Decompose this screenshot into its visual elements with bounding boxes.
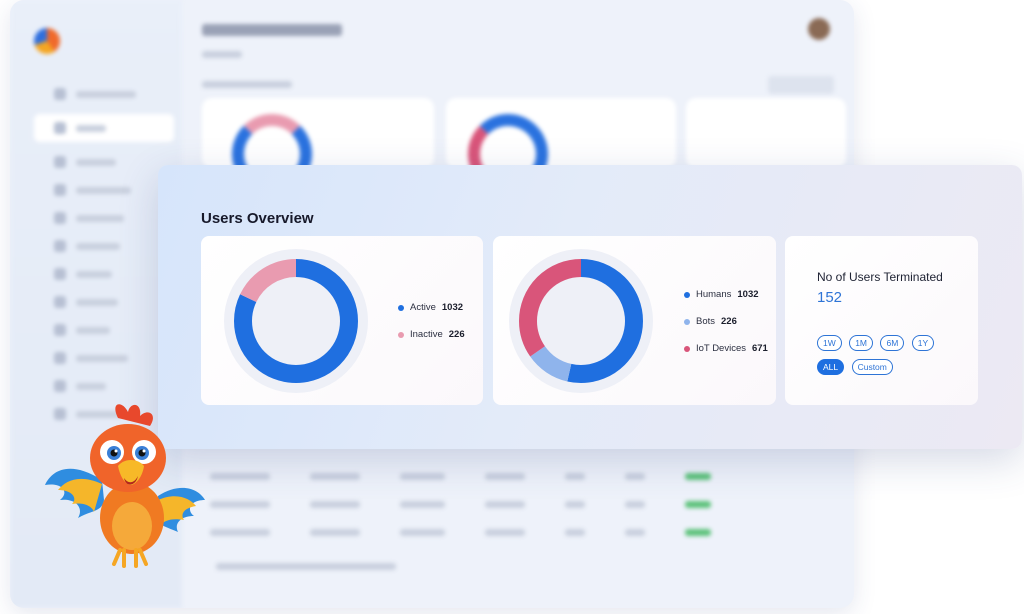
bg-nav-item [34,80,174,108]
legend-dot [398,304,404,311]
panel-title: Users Overview [201,210,314,227]
legend-value: 1032 [441,302,464,313]
bg-nav-item [34,316,174,344]
bg-nav-item [34,344,174,372]
legend-label: Humans [696,289,732,300]
legend-dot [398,331,404,338]
bg-nav-item [34,232,174,260]
filter-1w-button[interactable]: 1W [817,335,842,351]
legend-value: 226 [448,329,465,340]
legend-item-active: Active 1032 [398,301,465,314]
legend-label: Bots [696,316,716,327]
legend-item-humans: Humans 1032 [684,288,768,301]
bg-card [446,98,676,194]
bg-nav-item-active [34,114,174,142]
user-status-legend: Active 1032 Inactive 226 [398,301,465,355]
legend-label: IoT Devices [696,343,746,354]
bg-card [686,98,846,168]
bg-card [202,98,434,194]
avatar-icon [808,18,830,40]
bg-breadcrumb [202,50,242,60]
mascot-parrot-icon [45,404,205,568]
filter-6m-button[interactable]: 6M [880,335,905,351]
background-nav [34,80,174,428]
bg-footer [216,563,396,572]
user-status-card: Active 1032 Inactive 226 [201,236,483,405]
bg-page-title [202,20,342,41]
legend-value: 226 [721,316,737,327]
user-status-donut [224,249,368,393]
legend-dot [684,318,690,325]
time-range-filters: 1W 1M 6M 1Y ALL Custom [817,333,957,381]
filter-custom-button[interactable]: Custom [851,359,893,375]
legend-value: 1032 [737,289,759,300]
donut-segment [234,259,358,383]
background-sidebar [10,0,182,608]
bg-section-title [202,80,292,91]
legend-item-inactive: Inactive 226 [398,328,465,341]
bg-table-row [210,524,834,540]
bg-nav-item [34,288,174,316]
bg-nav-item [34,204,174,232]
background-main [190,0,854,608]
terminated-label: No of Users Terminated [817,270,943,284]
bg-nav-item [34,372,174,400]
logo-icon [34,28,60,54]
legend-item-bots: Bots 226 [684,315,768,328]
bg-nav-item [34,176,174,204]
bg-table-row [210,468,834,484]
logo [34,28,66,54]
donut-segment [519,259,643,383]
filter-1m-button[interactable]: 1M [849,335,874,351]
user-type-card: Humans 1032 Bots 226 IoT Devices 671 [493,236,776,405]
legend-dot [684,291,690,298]
legend-dot [684,345,690,352]
background-blur-layer [10,0,854,608]
filter-all-button[interactable]: ALL [817,359,845,375]
legend-label: Inactive [410,329,443,340]
bg-nav-item [34,260,174,288]
bg-nav-item [34,400,174,428]
bg-table-row [210,496,834,512]
legend-label: Active [410,302,436,313]
legend-value: 671 [751,343,768,354]
filter-1y-button[interactable]: 1Y [911,335,935,351]
user-type-donut [509,249,653,393]
bg-nav-item [34,148,174,176]
users-terminated-card: No of Users Terminated 152 1W 1M 6M 1Y A… [785,236,978,405]
terminated-count: 152 [817,289,843,306]
bg-button [768,76,834,94]
user-type-legend: Humans 1032 Bots 226 IoT Devices 671 [684,288,768,369]
legend-item-iot-devices: IoT Devices 671 [684,342,768,355]
users-overview-panel: Users Overview Active 1032 Inactive 226 [158,165,1022,449]
